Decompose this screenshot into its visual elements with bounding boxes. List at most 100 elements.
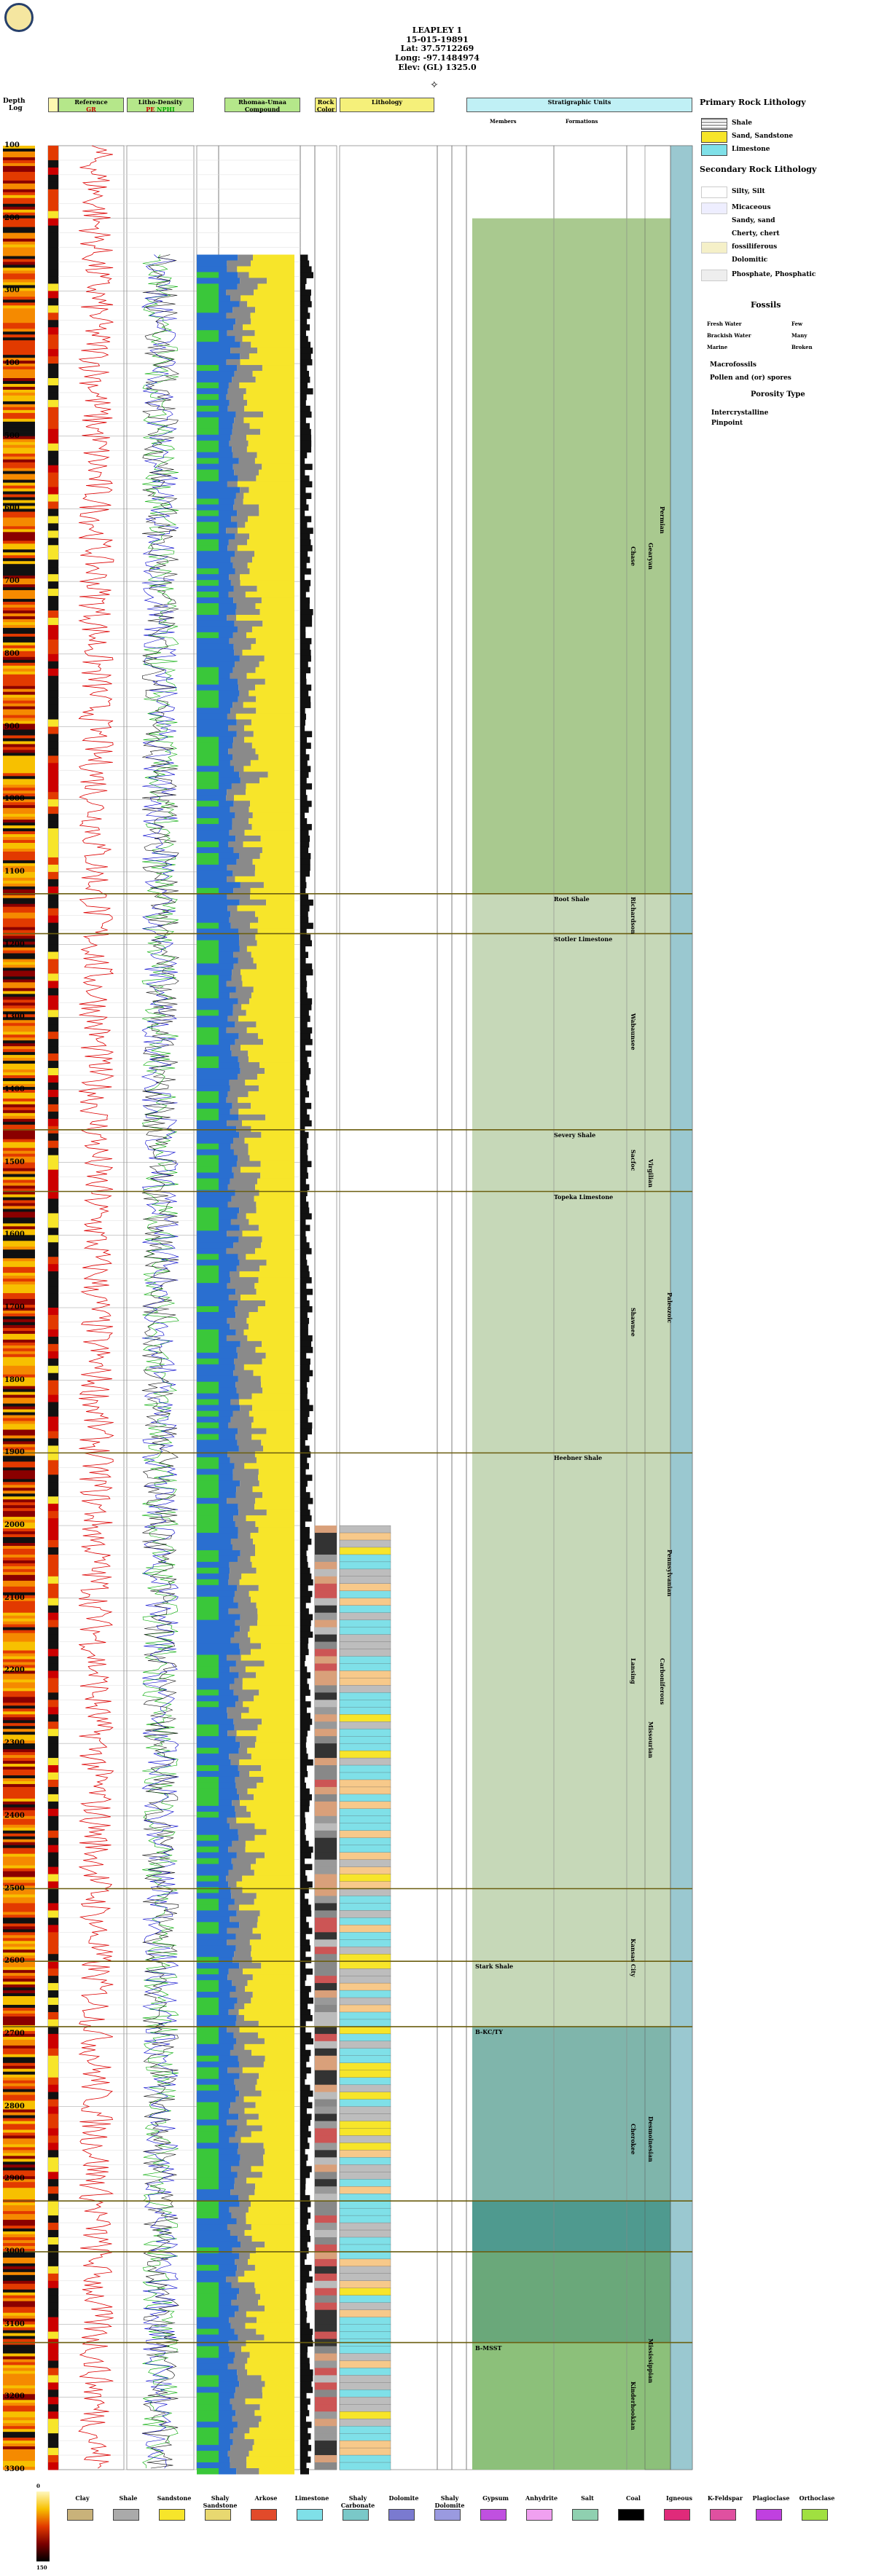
depth-label: 100 xyxy=(4,141,20,149)
compound-blue xyxy=(219,1933,236,1940)
porosity-bar xyxy=(300,2230,310,2237)
gr-color-cell xyxy=(3,221,35,225)
gr-color-cell xyxy=(3,688,35,693)
gr-color-cell xyxy=(3,1118,35,1123)
lith-key-cell xyxy=(48,1343,58,1352)
gr-color-cell xyxy=(3,994,35,997)
porosity-bar xyxy=(300,399,306,407)
rock-color-cell xyxy=(315,1685,337,1693)
compound-left xyxy=(197,1823,219,1830)
porosity-bar xyxy=(300,1684,309,1690)
compound-gray xyxy=(233,2043,245,2051)
lith-key-cell xyxy=(48,879,58,887)
lith-key-cell xyxy=(48,632,58,640)
gr-color-cell xyxy=(3,1551,35,1555)
compound-gray xyxy=(233,887,251,895)
gr-color-cell xyxy=(3,235,35,240)
compound-blue xyxy=(219,1614,240,1621)
gr-color-cell xyxy=(3,1711,35,1715)
compound-left xyxy=(197,690,219,697)
compound-blue xyxy=(219,342,240,348)
porosity-bar xyxy=(300,2369,313,2376)
gr-color-cell xyxy=(3,224,35,228)
porosity-bar xyxy=(300,446,312,453)
lithology-cell xyxy=(339,1917,391,1925)
gr-color-cell xyxy=(3,311,35,315)
compound-gray xyxy=(235,2096,244,2103)
compound-blue xyxy=(219,1230,227,1237)
gr-color-cell xyxy=(3,412,35,417)
compound-blue xyxy=(219,1858,232,1865)
compound-gray xyxy=(238,1254,246,1260)
gr-color-cell xyxy=(3,1987,35,1991)
porosity-bar xyxy=(300,2108,307,2115)
porosity-bar xyxy=(300,498,307,505)
porosity-bar xyxy=(300,922,313,930)
compound-blue xyxy=(219,2445,231,2451)
compound-blue xyxy=(219,1573,230,1580)
rock-color-cell xyxy=(315,1605,337,1614)
gr-color-cell xyxy=(3,1441,35,1445)
compound-blue xyxy=(219,707,231,715)
compound-left xyxy=(197,2328,219,2336)
porosity-bar xyxy=(300,1515,312,1522)
compound-yellow xyxy=(243,1701,294,1708)
gr-color-cell xyxy=(3,183,35,187)
compound-yellow xyxy=(254,1823,294,1830)
compound-left xyxy=(197,1457,219,1464)
gr-color-cell xyxy=(3,616,35,620)
gr-color-cell xyxy=(3,168,35,173)
compound-yellow xyxy=(242,1887,294,1893)
gr-color-cell xyxy=(3,2283,35,2288)
formation-label: Cherokee xyxy=(630,2124,637,2155)
porosity-bar xyxy=(300,492,312,499)
compound-gray xyxy=(235,1329,244,1336)
bottom-legend-swatch xyxy=(434,2509,461,2521)
compound-yellow xyxy=(256,1021,294,1028)
compound-blue xyxy=(219,1846,229,1853)
compound-gray xyxy=(227,1451,255,1458)
compound-gray xyxy=(233,2427,250,2434)
compound-left xyxy=(197,1166,219,1174)
rock-color-cell xyxy=(315,1983,337,1991)
gr-color-cell xyxy=(3,1926,35,1930)
compound-blue xyxy=(219,940,239,947)
compound-blue xyxy=(219,1051,232,1057)
rock-color-cell xyxy=(315,1641,337,1650)
gr-color-cell xyxy=(3,997,35,1000)
compound-gray xyxy=(235,568,250,575)
compound-yellow xyxy=(257,347,294,354)
compound-yellow xyxy=(242,1684,294,1690)
member-label: B-KC/TY xyxy=(475,2027,503,2035)
lith-key-cell xyxy=(48,617,58,626)
gr-color-cell xyxy=(3,1191,35,1195)
depth-label: 1800 xyxy=(4,1375,25,1384)
rock-color-cell xyxy=(315,1874,337,1882)
gr-color-cell xyxy=(3,1232,35,1236)
compound-left xyxy=(197,353,219,360)
compound-blue xyxy=(219,2317,230,2324)
porosity-bar xyxy=(300,371,310,377)
compound-yellow xyxy=(257,2032,294,2039)
lith-key-cell xyxy=(48,2070,58,2078)
compound-blue xyxy=(219,1742,240,1748)
compound-blue xyxy=(219,568,235,575)
compound-left xyxy=(197,2247,219,2254)
lith-key-cell xyxy=(48,2143,58,2151)
compound-gray xyxy=(226,1875,243,1882)
lith-key-cell xyxy=(48,1474,58,1483)
rock-color-cell xyxy=(315,1714,337,1722)
compound-yellow xyxy=(259,1910,294,1917)
compound-gray xyxy=(238,1393,252,1400)
gr-color-cell xyxy=(3,1673,35,1677)
gr-color-cell xyxy=(3,1737,35,1741)
porosity-bar xyxy=(300,672,307,680)
gr-color-cell xyxy=(3,1089,35,1093)
gr-color-cell xyxy=(3,1627,35,1631)
porosity-bar xyxy=(300,522,308,528)
compound-yellow xyxy=(242,649,294,656)
gr-color-cell xyxy=(3,2301,35,2305)
gr-color-cell xyxy=(3,567,35,570)
gr-color-cell xyxy=(3,1130,35,1134)
lithology-cell xyxy=(339,1896,391,1904)
